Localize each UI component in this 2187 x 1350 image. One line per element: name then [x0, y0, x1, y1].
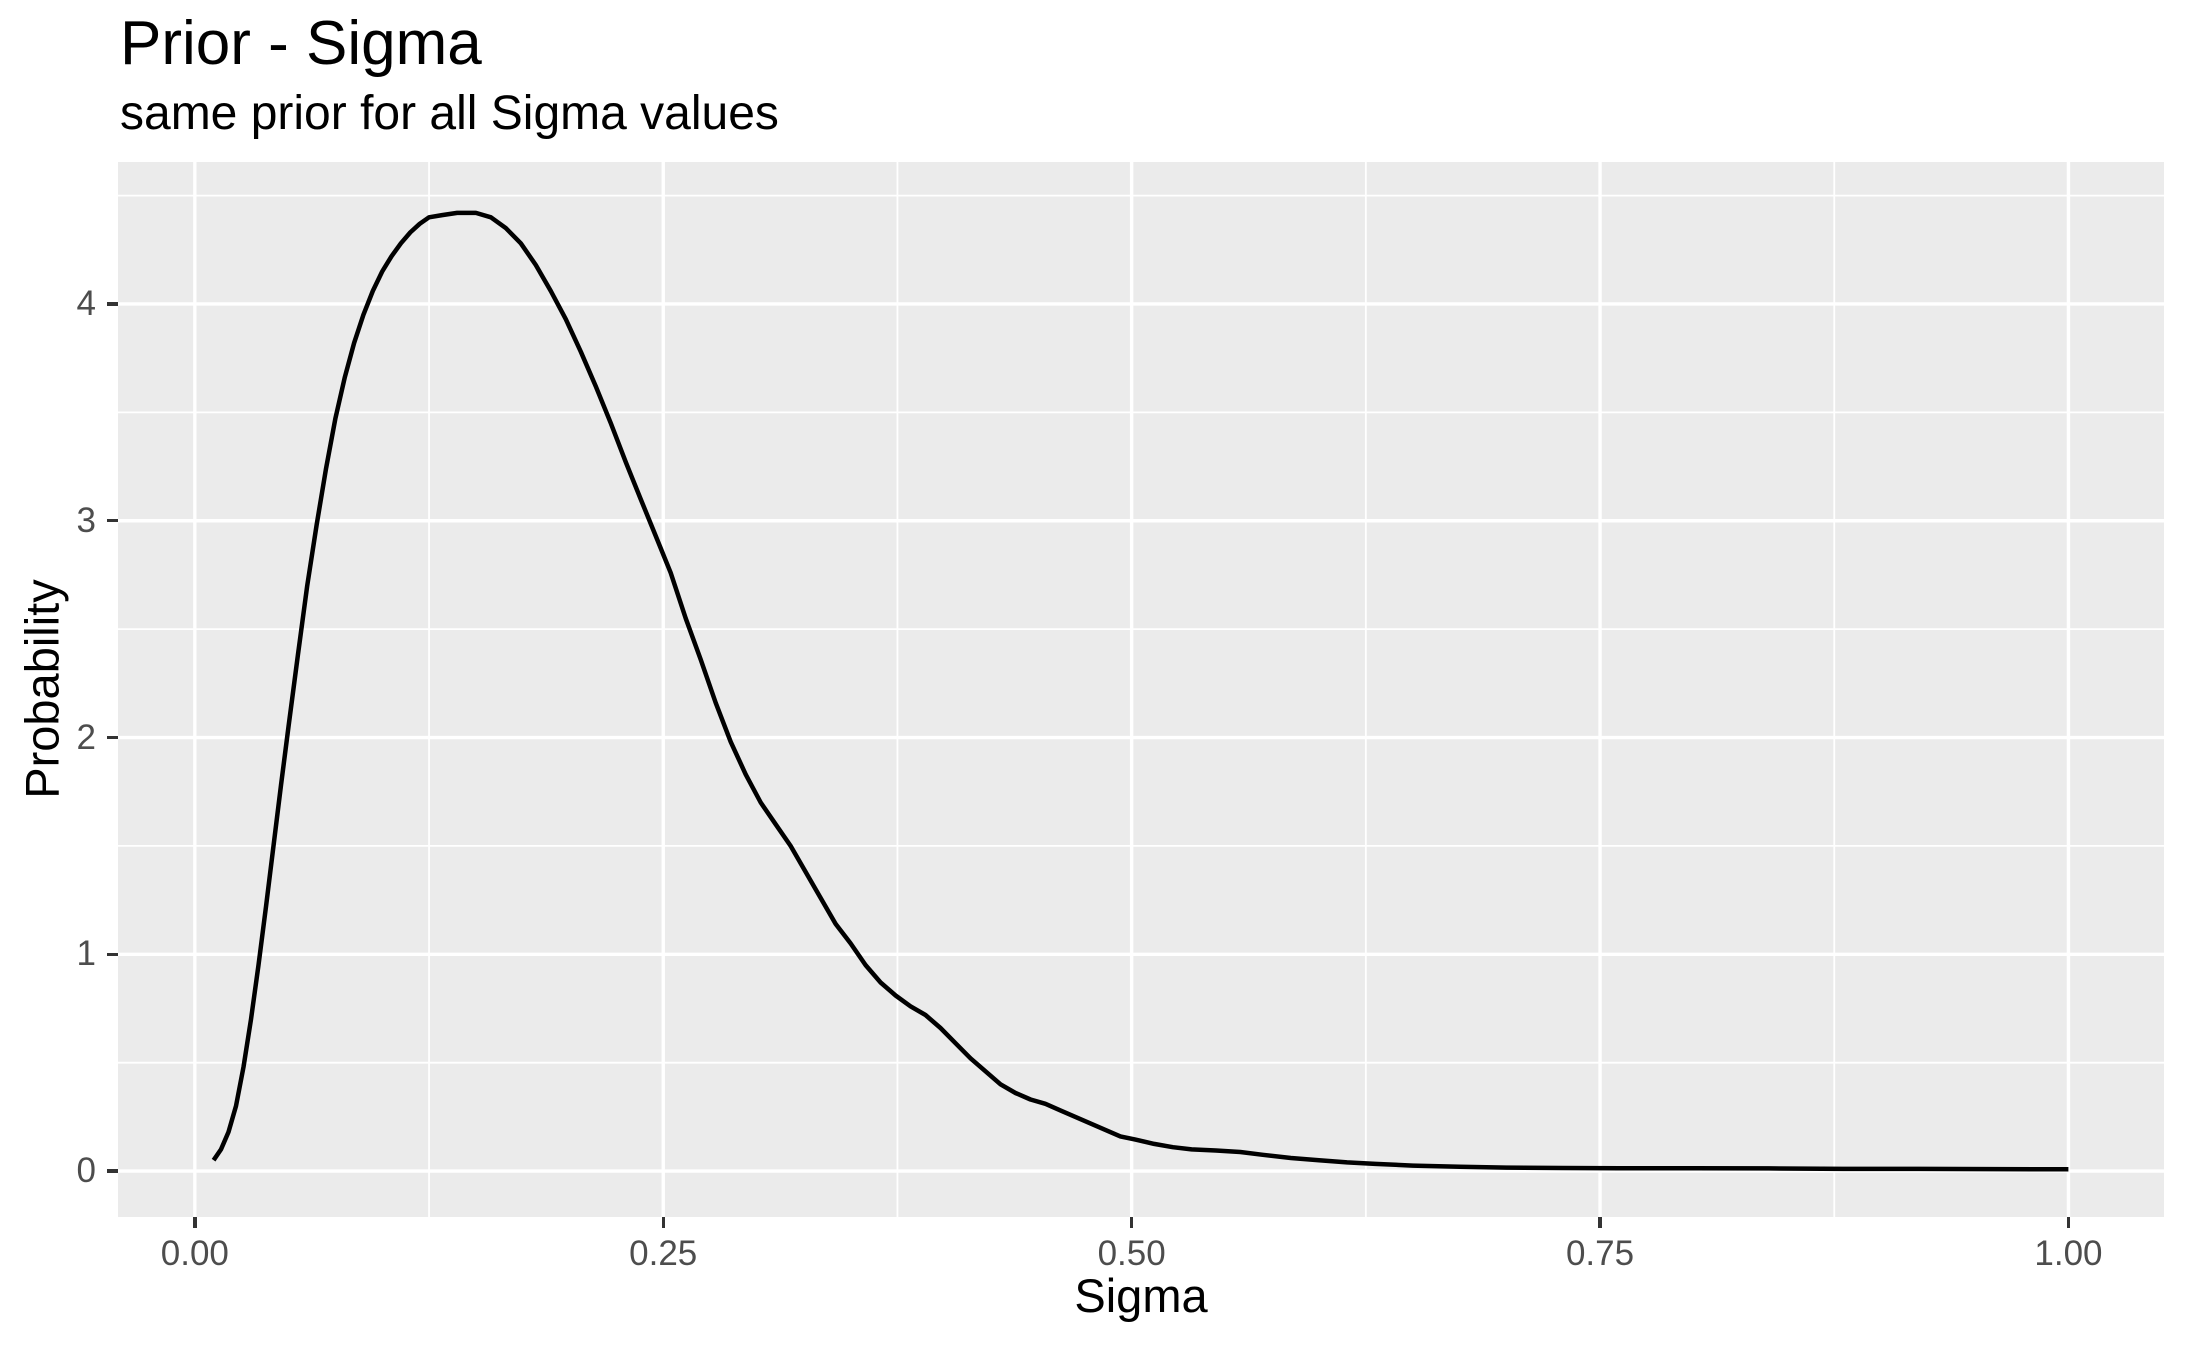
y-tick-mark: [107, 952, 118, 956]
y-tick-label: 3: [76, 500, 96, 540]
prior-density-curve: [211, 210, 2069, 1172]
plot-area-svg: [118, 162, 2164, 1217]
x-tick-mark: [2066, 1217, 2071, 1228]
plot-panel: [118, 162, 2164, 1217]
y-tick-mark: [107, 735, 118, 740]
y-axis-title: Probability: [15, 579, 69, 799]
x-tick-label: 1.00: [2034, 1234, 2103, 1273]
x-tick-mark: [193, 1217, 197, 1228]
x-tick-mark: [1129, 1217, 1134, 1228]
x-tick-label: 0.25: [629, 1234, 698, 1273]
y-tick-label: 1: [76, 934, 96, 974]
y-tick-mark: [107, 519, 118, 523]
x-tick-mark: [661, 1217, 665, 1228]
y-tick-label: 4: [76, 283, 96, 323]
x-tick-mark: [1598, 1217, 1602, 1228]
x-axis-title: Sigma: [1074, 1269, 1208, 1322]
y-tick-mark: [107, 1169, 118, 1173]
x-tick-label: 0.50: [1097, 1234, 1166, 1273]
x-tick-label: 0.75: [1565, 1234, 1635, 1273]
y-tick-label: 0: [76, 1151, 96, 1191]
y-tick-mark: [107, 302, 118, 306]
y-tick-label: 2: [76, 717, 96, 757]
plot-title: Prior - Sigma: [120, 9, 482, 78]
x-tick-label: 0.00: [160, 1234, 229, 1273]
plot-subtitle: same prior for all Sigma values: [120, 87, 779, 140]
